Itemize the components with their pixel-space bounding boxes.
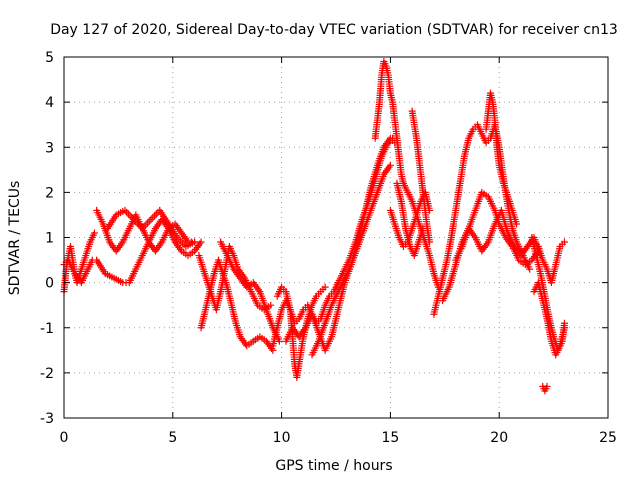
data-point — [426, 238, 434, 246]
data-point — [145, 217, 153, 225]
series-track-e — [104, 206, 199, 251]
data-point — [191, 238, 199, 246]
data-point — [123, 208, 131, 216]
data-point — [147, 215, 155, 223]
y-tick-label: -2 — [40, 366, 54, 382]
data-point — [197, 238, 205, 246]
data-point — [386, 161, 394, 169]
series-track-m — [332, 134, 397, 291]
data-point — [267, 301, 275, 309]
y-tick-label: 5 — [45, 50, 54, 66]
data-point — [321, 283, 329, 291]
series-track-g — [197, 256, 277, 354]
data-point — [152, 210, 160, 218]
x-tick-label: 10 — [273, 430, 291, 446]
series-track-q — [408, 107, 434, 246]
series-track-b — [60, 256, 96, 287]
series-track-x — [534, 238, 568, 287]
series-track-k — [282, 161, 394, 354]
series-track-c — [93, 206, 199, 255]
y-tick-label: 4 — [45, 95, 54, 111]
series-track-d — [93, 215, 205, 287]
axis-ticks: 0 5 10 15 20 25 -3 -2 -1 0 1 2 3 4 5 — [40, 50, 617, 446]
series-track-u — [482, 89, 521, 228]
data-point — [543, 382, 551, 390]
y-tick-label: -3 — [40, 411, 54, 427]
x-tick-label: 25 — [599, 430, 617, 446]
data-point — [90, 229, 98, 237]
data-point — [526, 265, 534, 273]
data-point — [560, 238, 568, 246]
series-track-y — [539, 382, 551, 395]
series-track-h — [217, 238, 283, 345]
x-tick-label: 15 — [381, 430, 399, 446]
x-tick-label: 5 — [168, 430, 177, 446]
series-track-p — [393, 179, 427, 260]
y-tick-label: 3 — [45, 140, 54, 156]
y-tick-label: 1 — [45, 231, 54, 247]
grid-layer — [64, 57, 608, 418]
x-tick-label: 20 — [490, 430, 508, 446]
data-point — [144, 219, 152, 227]
data-point — [151, 212, 159, 220]
data-point — [560, 324, 568, 332]
data-points — [60, 58, 568, 395]
series-track-t — [452, 188, 542, 269]
chart-title: Day 127 of 2020, Sidereal Day-to-day VTE… — [50, 22, 618, 38]
data-point — [513, 220, 521, 228]
series-track-w — [530, 279, 568, 359]
y-tick-label: -1 — [40, 321, 54, 337]
data-point — [149, 214, 157, 222]
y-tick-label: 2 — [45, 185, 54, 201]
x-axis-label: GPS time / hours — [275, 458, 392, 474]
y-axis-label: SDTVAR / TECUs — [7, 181, 23, 296]
y-tick-label: 0 — [45, 276, 54, 292]
x-tick-label: 0 — [60, 430, 69, 446]
